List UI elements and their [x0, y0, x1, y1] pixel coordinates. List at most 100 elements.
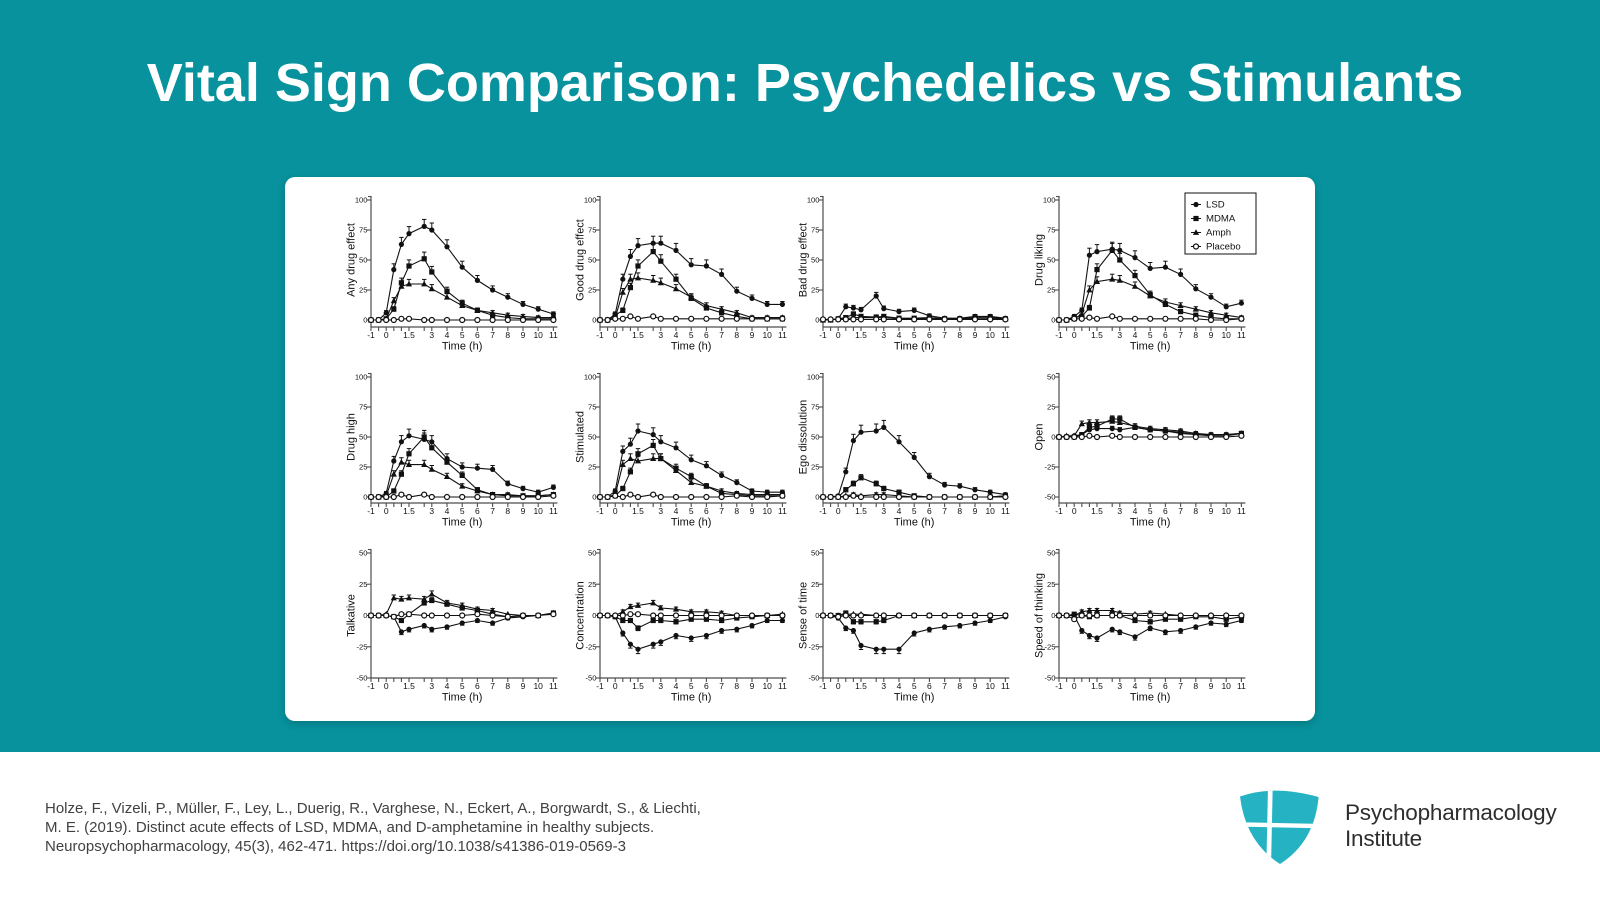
- svg-text:5: 5: [689, 681, 694, 691]
- svg-text:7: 7: [1178, 330, 1183, 340]
- svg-text:5: 5: [460, 330, 465, 340]
- svg-text:1.5: 1.5: [855, 681, 867, 691]
- svg-text:8: 8: [957, 506, 962, 516]
- svg-text:10: 10: [985, 506, 995, 516]
- svg-text:1.5: 1.5: [1091, 681, 1103, 691]
- svg-text:0: 0: [815, 611, 819, 620]
- svg-text:-1: -1: [367, 506, 375, 516]
- svg-text:7: 7: [719, 506, 724, 516]
- svg-text:8: 8: [1193, 506, 1198, 516]
- svg-text:1.5: 1.5: [632, 506, 644, 516]
- svg-text:10: 10: [762, 506, 772, 516]
- svg-text:6: 6: [475, 681, 480, 691]
- svg-text:3: 3: [881, 330, 886, 340]
- svg-text:0: 0: [384, 681, 389, 691]
- svg-text:7: 7: [490, 330, 495, 340]
- svg-text:4: 4: [897, 506, 902, 516]
- svg-text:50: 50: [588, 256, 596, 265]
- svg-text:11: 11: [549, 681, 558, 691]
- svg-text:6: 6: [927, 681, 932, 691]
- svg-text:25: 25: [811, 463, 819, 472]
- svg-text:-1: -1: [596, 506, 604, 516]
- svg-text:Time (h): Time (h): [671, 341, 712, 353]
- svg-text:50: 50: [811, 256, 819, 265]
- svg-text:4: 4: [445, 506, 450, 516]
- svg-text:25: 25: [1047, 286, 1055, 295]
- svg-text:25: 25: [1047, 580, 1055, 589]
- svg-text:-50: -50: [1045, 493, 1056, 502]
- svg-text:3: 3: [881, 506, 886, 516]
- svg-text:75: 75: [811, 226, 819, 235]
- svg-text:0: 0: [363, 611, 367, 620]
- svg-text:Time (h): Time (h): [442, 517, 483, 529]
- svg-text:5: 5: [1148, 506, 1153, 516]
- svg-text:0: 0: [1072, 681, 1077, 691]
- svg-text:10: 10: [533, 330, 543, 340]
- svg-text:0: 0: [836, 506, 841, 516]
- svg-text:50: 50: [588, 433, 596, 442]
- svg-text:0: 0: [363, 493, 367, 502]
- svg-text:-1: -1: [1055, 681, 1063, 691]
- svg-text:-25: -25: [1045, 642, 1056, 651]
- svg-text:-1: -1: [819, 330, 827, 340]
- svg-text:-1: -1: [367, 681, 375, 691]
- svg-text:9: 9: [750, 330, 755, 340]
- svg-text:25: 25: [359, 286, 367, 295]
- svg-text:5: 5: [460, 506, 465, 516]
- svg-text:Placebo: Placebo: [1206, 242, 1241, 253]
- svg-text:4: 4: [1133, 681, 1138, 691]
- svg-text:10: 10: [533, 681, 543, 691]
- svg-text:-50: -50: [1045, 674, 1056, 683]
- svg-text:-1: -1: [596, 330, 604, 340]
- svg-text:11: 11: [1237, 330, 1246, 340]
- svg-text:50: 50: [811, 433, 819, 442]
- svg-text:0: 0: [384, 330, 389, 340]
- svg-text:5: 5: [912, 681, 917, 691]
- svg-text:6: 6: [1163, 681, 1168, 691]
- svg-text:100: 100: [807, 373, 820, 382]
- svg-text:Time (h): Time (h): [894, 692, 935, 704]
- svg-text:4: 4: [897, 330, 902, 340]
- svg-text:0: 0: [836, 330, 841, 340]
- svg-text:5: 5: [1148, 330, 1153, 340]
- svg-text:0: 0: [1051, 433, 1055, 442]
- svg-text:75: 75: [588, 403, 596, 412]
- svg-text:0: 0: [613, 681, 618, 691]
- svg-text:-25: -25: [357, 642, 368, 651]
- svg-text:0: 0: [613, 506, 618, 516]
- svg-text:50: 50: [1047, 256, 1055, 265]
- svg-text:6: 6: [927, 330, 932, 340]
- svg-text:-50: -50: [586, 674, 597, 683]
- svg-text:7: 7: [942, 506, 947, 516]
- svg-text:25: 25: [359, 463, 367, 472]
- svg-text:8: 8: [957, 681, 962, 691]
- svg-text:1.5: 1.5: [403, 506, 415, 516]
- svg-text:3: 3: [1117, 506, 1122, 516]
- svg-text:-1: -1: [596, 681, 604, 691]
- svg-text:50: 50: [1047, 373, 1055, 382]
- svg-text:10: 10: [985, 330, 995, 340]
- svg-text:Time (h): Time (h): [671, 517, 712, 529]
- svg-text:8: 8: [734, 681, 739, 691]
- svg-text:Good drug effect: Good drug effect: [575, 219, 587, 301]
- svg-text:Sense of time: Sense of time: [798, 582, 810, 649]
- svg-text:25: 25: [588, 286, 596, 295]
- svg-text:Time (h): Time (h): [894, 341, 935, 353]
- svg-text:5: 5: [912, 506, 917, 516]
- svg-text:50: 50: [811, 549, 819, 558]
- svg-text:1.5: 1.5: [855, 506, 867, 516]
- svg-text:6: 6: [704, 681, 709, 691]
- svg-text:-50: -50: [809, 674, 820, 683]
- svg-text:9: 9: [521, 330, 526, 340]
- svg-text:Bad drug effect: Bad drug effect: [798, 223, 810, 297]
- svg-text:Time (h): Time (h): [442, 341, 483, 353]
- svg-text:-50: -50: [357, 674, 368, 683]
- svg-text:11: 11: [778, 681, 787, 691]
- svg-text:3: 3: [1117, 330, 1122, 340]
- svg-text:9: 9: [1209, 681, 1214, 691]
- svg-text:11: 11: [1001, 330, 1010, 340]
- svg-text:75: 75: [1047, 226, 1055, 235]
- svg-text:4: 4: [897, 681, 902, 691]
- svg-text:9: 9: [521, 681, 526, 691]
- svg-text:25: 25: [588, 580, 596, 589]
